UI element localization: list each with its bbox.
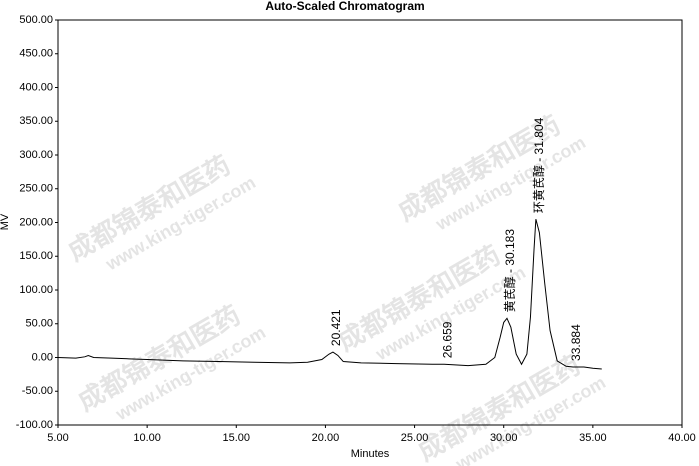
x-tick-label: 30.00: [490, 432, 518, 444]
chart-title: Auto-Scaled Chromatogram: [265, 0, 424, 13]
x-tick-label: 35.00: [579, 432, 607, 444]
y-tick-label: 50.00: [25, 318, 53, 330]
y-tick-label: 400.00: [19, 81, 53, 93]
peak-label: 26.659: [440, 321, 454, 358]
x-tick-label: 40.00: [668, 432, 696, 444]
x-axis-label: Minutes: [351, 448, 390, 460]
y-tick-label: 250.00: [19, 183, 53, 195]
y-tick-label: -50.00: [22, 385, 53, 397]
y-tick-label: 350.00: [19, 115, 53, 127]
y-tick-label: 450.00: [19, 48, 53, 60]
x-tick-label: 25.00: [401, 432, 429, 444]
peak-label: 20.421: [329, 309, 343, 346]
y-axis-label: MV: [0, 213, 11, 230]
x-tick-label: 20.00: [312, 432, 340, 444]
trace-line: [57, 218, 602, 370]
peak-label: 黄芪醇 - 30.183: [502, 229, 517, 313]
peak-label: 33.884: [569, 324, 583, 361]
x-tick-label: 15.00: [223, 432, 251, 444]
x-tick-label: 10.00: [133, 432, 161, 444]
peak-label: 环黄芪醇 - 31.804: [531, 117, 546, 213]
y-tick-label: 150.00: [19, 250, 53, 262]
y-tick-label: 0.00: [32, 351, 53, 363]
y-tick-label: -100.00: [16, 419, 53, 431]
y-tick-label: 100.00: [19, 284, 53, 296]
y-tick-label: 500.00: [19, 14, 53, 26]
x-tick-label: 5.00: [47, 432, 68, 444]
y-tick-label: 200.00: [19, 216, 53, 228]
y-tick-label: 300.00: [19, 149, 53, 161]
